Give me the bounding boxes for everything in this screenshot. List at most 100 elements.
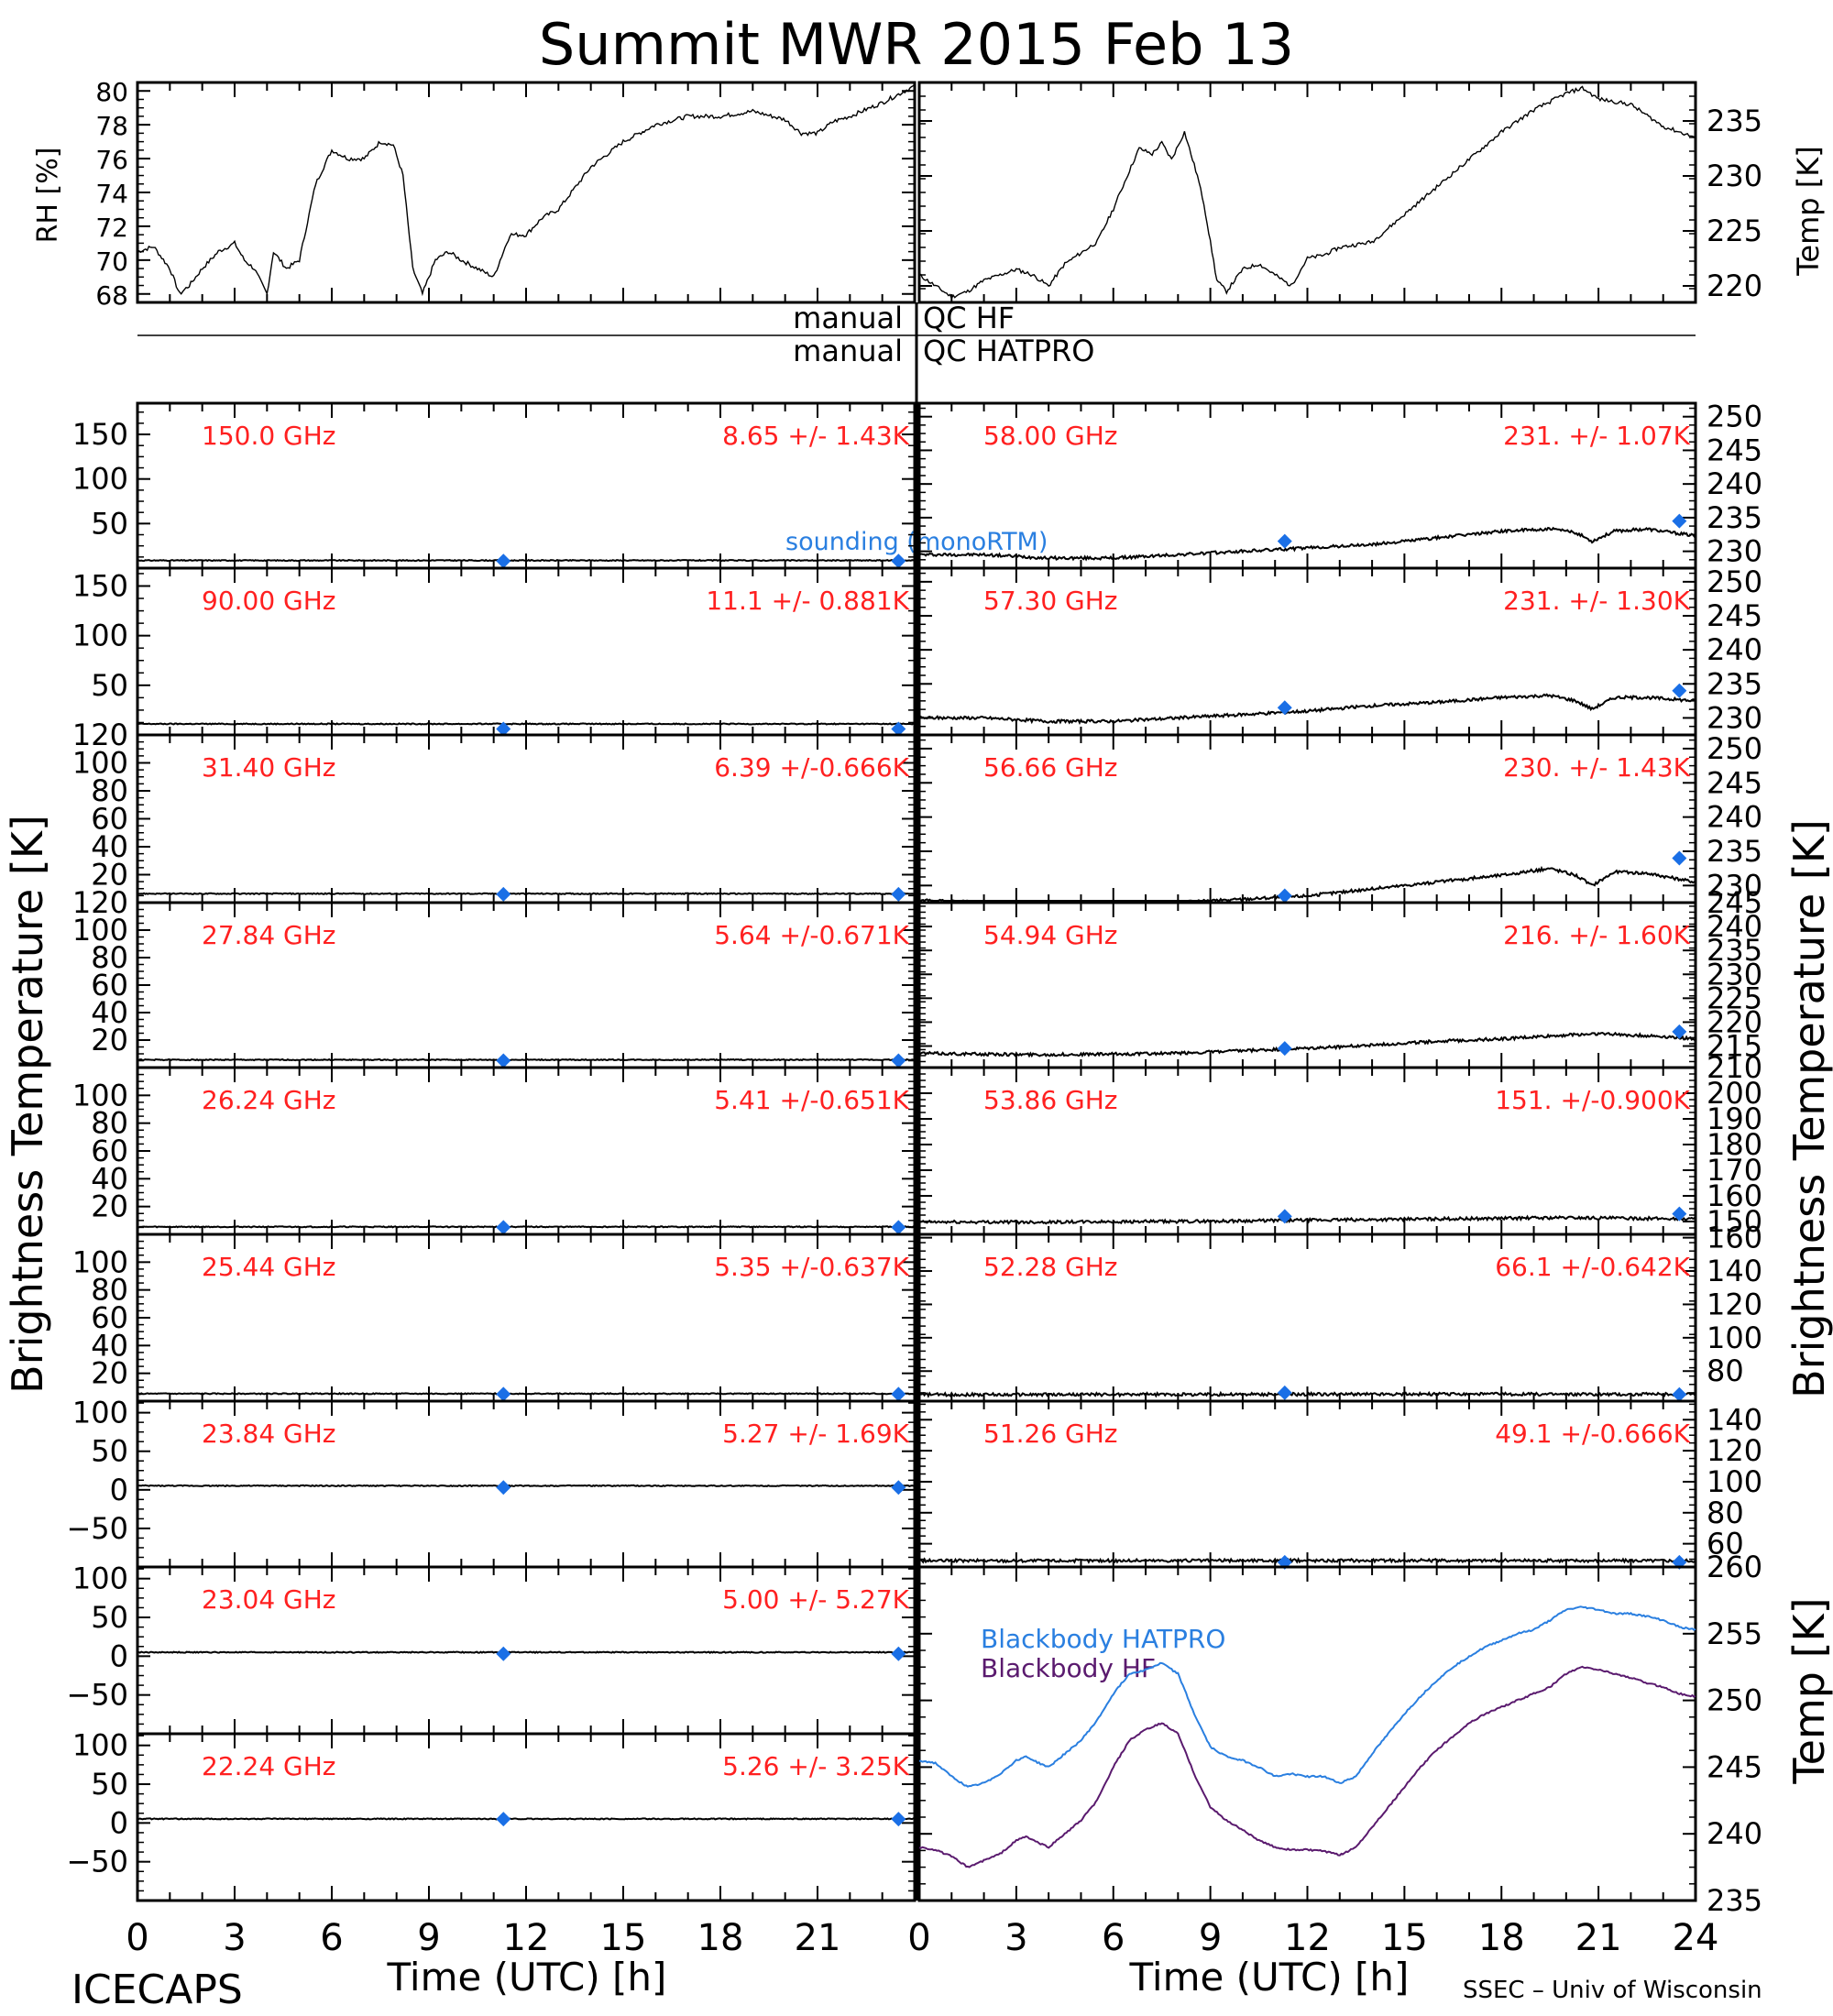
channel-frequency-label: 31.40 GHz	[202, 752, 336, 783]
temp-axis-label: Temp [K]	[1791, 146, 1826, 276]
channel-stats-label: 231. +/- 1.07K	[1503, 421, 1690, 451]
x-tick-label: 9	[417, 1917, 440, 1959]
qc-left-label-1: manual	[793, 301, 903, 335]
y-tick-label: 60	[91, 1134, 128, 1168]
channel-series-line	[918, 1390, 1696, 1398]
sounding-marker	[891, 553, 906, 569]
y-tick-label: 240	[1707, 632, 1762, 667]
y-tick-label: 150	[72, 569, 128, 604]
y-tick-label: 50	[91, 1434, 128, 1469]
channel-frequency-label: 51.26 GHz	[983, 1419, 1118, 1449]
channel-frequency-label: 90.00 GHz	[202, 586, 336, 616]
y-tick-label: 235	[1707, 834, 1762, 869]
x-tick-label: 15	[1381, 1917, 1428, 1959]
y-tick-label: 100	[72, 619, 128, 653]
x-tick-label: 12	[503, 1917, 550, 1959]
qc-left-label-2: manual	[793, 334, 903, 368]
channel-frequency-label: 23.84 GHz	[202, 1419, 336, 1449]
y-tick-label: 100	[72, 1728, 128, 1763]
y-tick-label: 170	[1707, 1153, 1762, 1188]
y-tick-label: 70	[95, 247, 128, 277]
x-tick-label: 21	[1575, 1917, 1622, 1959]
y-tick-label: 235	[1707, 1883, 1762, 1918]
channel-series-line	[918, 1557, 1696, 1564]
y-tick-label: 76	[95, 145, 128, 175]
y-tick-label: 80	[91, 773, 128, 808]
sounding-marker	[1277, 888, 1292, 904]
channel-stats-label: 49.1 +/-0.666K	[1495, 1419, 1690, 1449]
tb-left-axis-label: Brightness Temperature [K]	[3, 815, 52, 1394]
sounding-marker	[496, 721, 511, 737]
sounding-marker	[1277, 533, 1292, 549]
x-tick-label: 6	[1102, 1917, 1125, 1959]
x-tick-label: 21	[795, 1917, 841, 1959]
y-tick-label: 60	[91, 802, 128, 837]
sounding-marker	[496, 1386, 511, 1402]
channel-stats-label: 5.41 +/-0.651K	[714, 1085, 909, 1115]
channel-series-line	[137, 1392, 915, 1396]
y-tick-label: 120	[1707, 1287, 1762, 1321]
sounding-marker	[891, 1053, 906, 1068]
channel-series-line	[137, 1057, 916, 1062]
y-tick-label: 215	[1707, 1029, 1762, 1064]
y-tick-label: 50	[91, 1600, 128, 1635]
y-tick-label: 240	[1707, 800, 1762, 835]
panel-frame-blackbody	[917, 1565, 1697, 1902]
sounding-marker	[891, 1480, 906, 1496]
panel-frame-temp	[917, 81, 1697, 304]
channel-series-line	[137, 1225, 916, 1229]
sounding-marker	[891, 1812, 906, 1827]
y-tick-label: 100	[1707, 1464, 1762, 1499]
bb-hatpro-legend: Blackbody HATPRO	[981, 1624, 1225, 1654]
channel-stats-label: 6.39 +/-0.666K	[714, 752, 909, 783]
channel-stats-label: 230. +/- 1.43K	[1503, 752, 1690, 783]
sounding-marker	[1277, 1041, 1292, 1057]
x-axis-label-left: Time (UTC) [h]	[387, 1955, 667, 2000]
y-tick-label: 100	[72, 1561, 128, 1596]
channel-stats-label: 5.00 +/- 5.27K	[722, 1584, 909, 1615]
y-tick-label: 100	[72, 1244, 128, 1279]
y-tick-label: 240	[1707, 466, 1762, 501]
channel-frequency-label: 54.94 GHz	[983, 920, 1118, 950]
channel-stats-label: 8.65 +/- 1.43K	[722, 421, 909, 451]
x-tick-label: 15	[600, 1917, 647, 1959]
sounding-marker	[1672, 1024, 1687, 1039]
y-tick-label: 220	[1707, 1004, 1762, 1039]
sounding-marker	[891, 721, 906, 737]
y-tick-label: 100	[72, 913, 128, 948]
bb-hatpro-line	[918, 1605, 1696, 1788]
y-tick-label: 80	[95, 77, 128, 107]
y-tick-label: 60	[1707, 1527, 1744, 1561]
y-tick-label: 255	[1707, 1616, 1762, 1651]
x-tick-label: 0	[907, 1917, 930, 1959]
footer-right: SSEC – Univ of Wisconsin	[1463, 1977, 1762, 2004]
sounding-marker	[891, 1220, 906, 1235]
channel-series-line	[137, 558, 916, 563]
sounding-marker	[1672, 513, 1687, 529]
channel-stats-label: 5.64 +/-0.671K	[714, 920, 909, 950]
channel-stats-label: 151. +/-0.900K	[1495, 1085, 1690, 1115]
sounding-marker	[1672, 850, 1687, 866]
channel-stats-label: 11.1 +/- 0.881K	[706, 586, 909, 616]
y-tick-label: 230	[1707, 868, 1762, 903]
sounding-marker	[496, 1480, 511, 1496]
x-tick-label: 24	[1673, 1917, 1719, 1959]
channel-frequency-label: 23.04 GHz	[202, 1584, 336, 1615]
y-tick-label: 50	[91, 668, 128, 703]
y-tick-label: 245	[1707, 885, 1762, 920]
y-tick-label: 80	[91, 1106, 128, 1141]
channel-frequency-label: 53.86 GHz	[983, 1085, 1118, 1115]
y-tick-label: 235	[1707, 933, 1762, 968]
x-tick-label: 18	[697, 1917, 744, 1959]
y-tick-label: 245	[1707, 765, 1762, 800]
y-tick-label: 68	[95, 280, 128, 311]
sounding-marker	[1277, 1209, 1292, 1224]
temp-series-line	[918, 85, 1696, 301]
y-tick-label: 0	[110, 1473, 128, 1507]
tb-right-axis-label: Brightness Temperature [K]	[1784, 819, 1833, 1398]
x-axis-label-right: Time (UTC) [h]	[1129, 1955, 1410, 2000]
y-tick-label: 80	[91, 1273, 128, 1308]
y-tick-label: 20	[91, 1189, 128, 1224]
channel-frequency-label: 26.24 GHz	[202, 1085, 336, 1115]
y-tick-label: 230	[1707, 159, 1762, 193]
